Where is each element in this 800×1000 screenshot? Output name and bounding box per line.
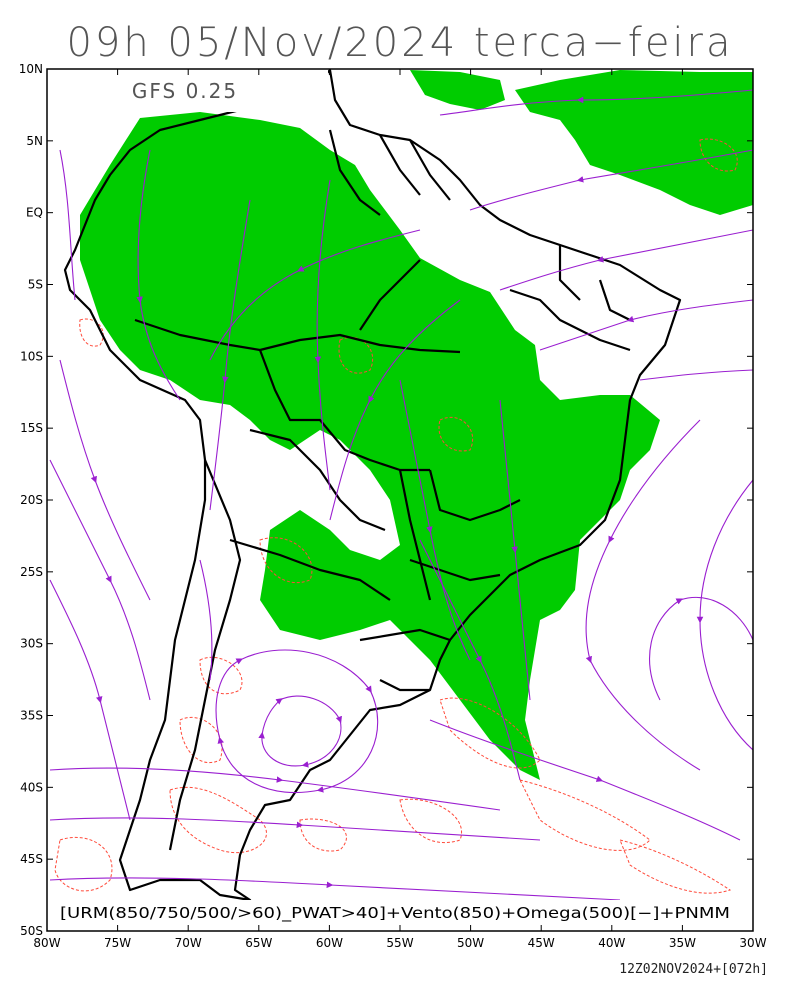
lat-tick-label: EQ	[26, 206, 43, 220]
lon-tick-label: 65W	[245, 936, 272, 950]
humidity-region-atlantic	[515, 70, 753, 215]
border-uruguay	[359, 628, 451, 692]
humidity-region-layer	[80, 70, 753, 780]
lon-tick-label: 45W	[528, 936, 555, 950]
lat-tick-label: 15S	[20, 421, 43, 435]
border-brazil	[134, 259, 521, 601]
lat-axis: 10N 5N EQ 5S 10S 15S 20S 25S 30S 35S 40S 45S 50S	[19, 62, 753, 938]
legend-text: [URM(850/750/500/>60)_PWAT>40]+Vento(850…	[60, 904, 730, 923]
lat-tick-label: 25S	[20, 565, 43, 579]
lon-tick-label: 50W	[457, 936, 484, 950]
lat-tick-label: 40S	[20, 780, 43, 794]
lon-tick-label: 80W	[33, 936, 60, 950]
streamline-layer	[49, 89, 753, 901]
lat-tick-label: 50S	[20, 924, 43, 938]
lat-tick-label: 35S	[20, 709, 43, 723]
lat-tick-label: 20S	[20, 493, 43, 507]
legend-box	[56, 900, 746, 924]
model-label-box	[48, 70, 328, 112]
lon-tick-label: 55W	[386, 936, 413, 950]
lat-tick-label: 30S	[20, 637, 43, 651]
lat-tick-label: 5N	[26, 134, 43, 148]
lat-tick-label: 10N	[19, 62, 43, 76]
lon-tick-label: 30W	[739, 936, 766, 950]
page-title: 09h 05/Nov/2024 terca−feira	[66, 20, 734, 66]
border-layer	[63, 69, 682, 902]
lon-tick-label: 60W	[316, 936, 343, 950]
lon-tick-label: 75W	[104, 936, 131, 950]
continent-outline	[63, 69, 682, 902]
lat-tick-label: 45S	[20, 852, 43, 866]
lon-tick-label: 70W	[175, 936, 202, 950]
lon-tick-label: 40W	[598, 936, 625, 950]
lat-tick-label: 5S	[28, 278, 43, 292]
model-label: GFS 0.25	[132, 79, 238, 103]
humidity-region-islands	[410, 70, 505, 110]
lon-axis: 80W 75W 70W 65W 60W 55W 50W 45W 40W 35W 30W	[33, 69, 767, 950]
border-guianas	[328, 129, 451, 216]
border-northeast	[509, 245, 631, 352]
lon-tick-label: 35W	[669, 936, 696, 950]
humidity-region-amazon	[80, 112, 660, 780]
run-stamp: 12Z02NOV2024+[072h]	[619, 962, 768, 977]
lat-tick-label: 10S	[20, 349, 43, 363]
border-andes	[168, 459, 242, 851]
